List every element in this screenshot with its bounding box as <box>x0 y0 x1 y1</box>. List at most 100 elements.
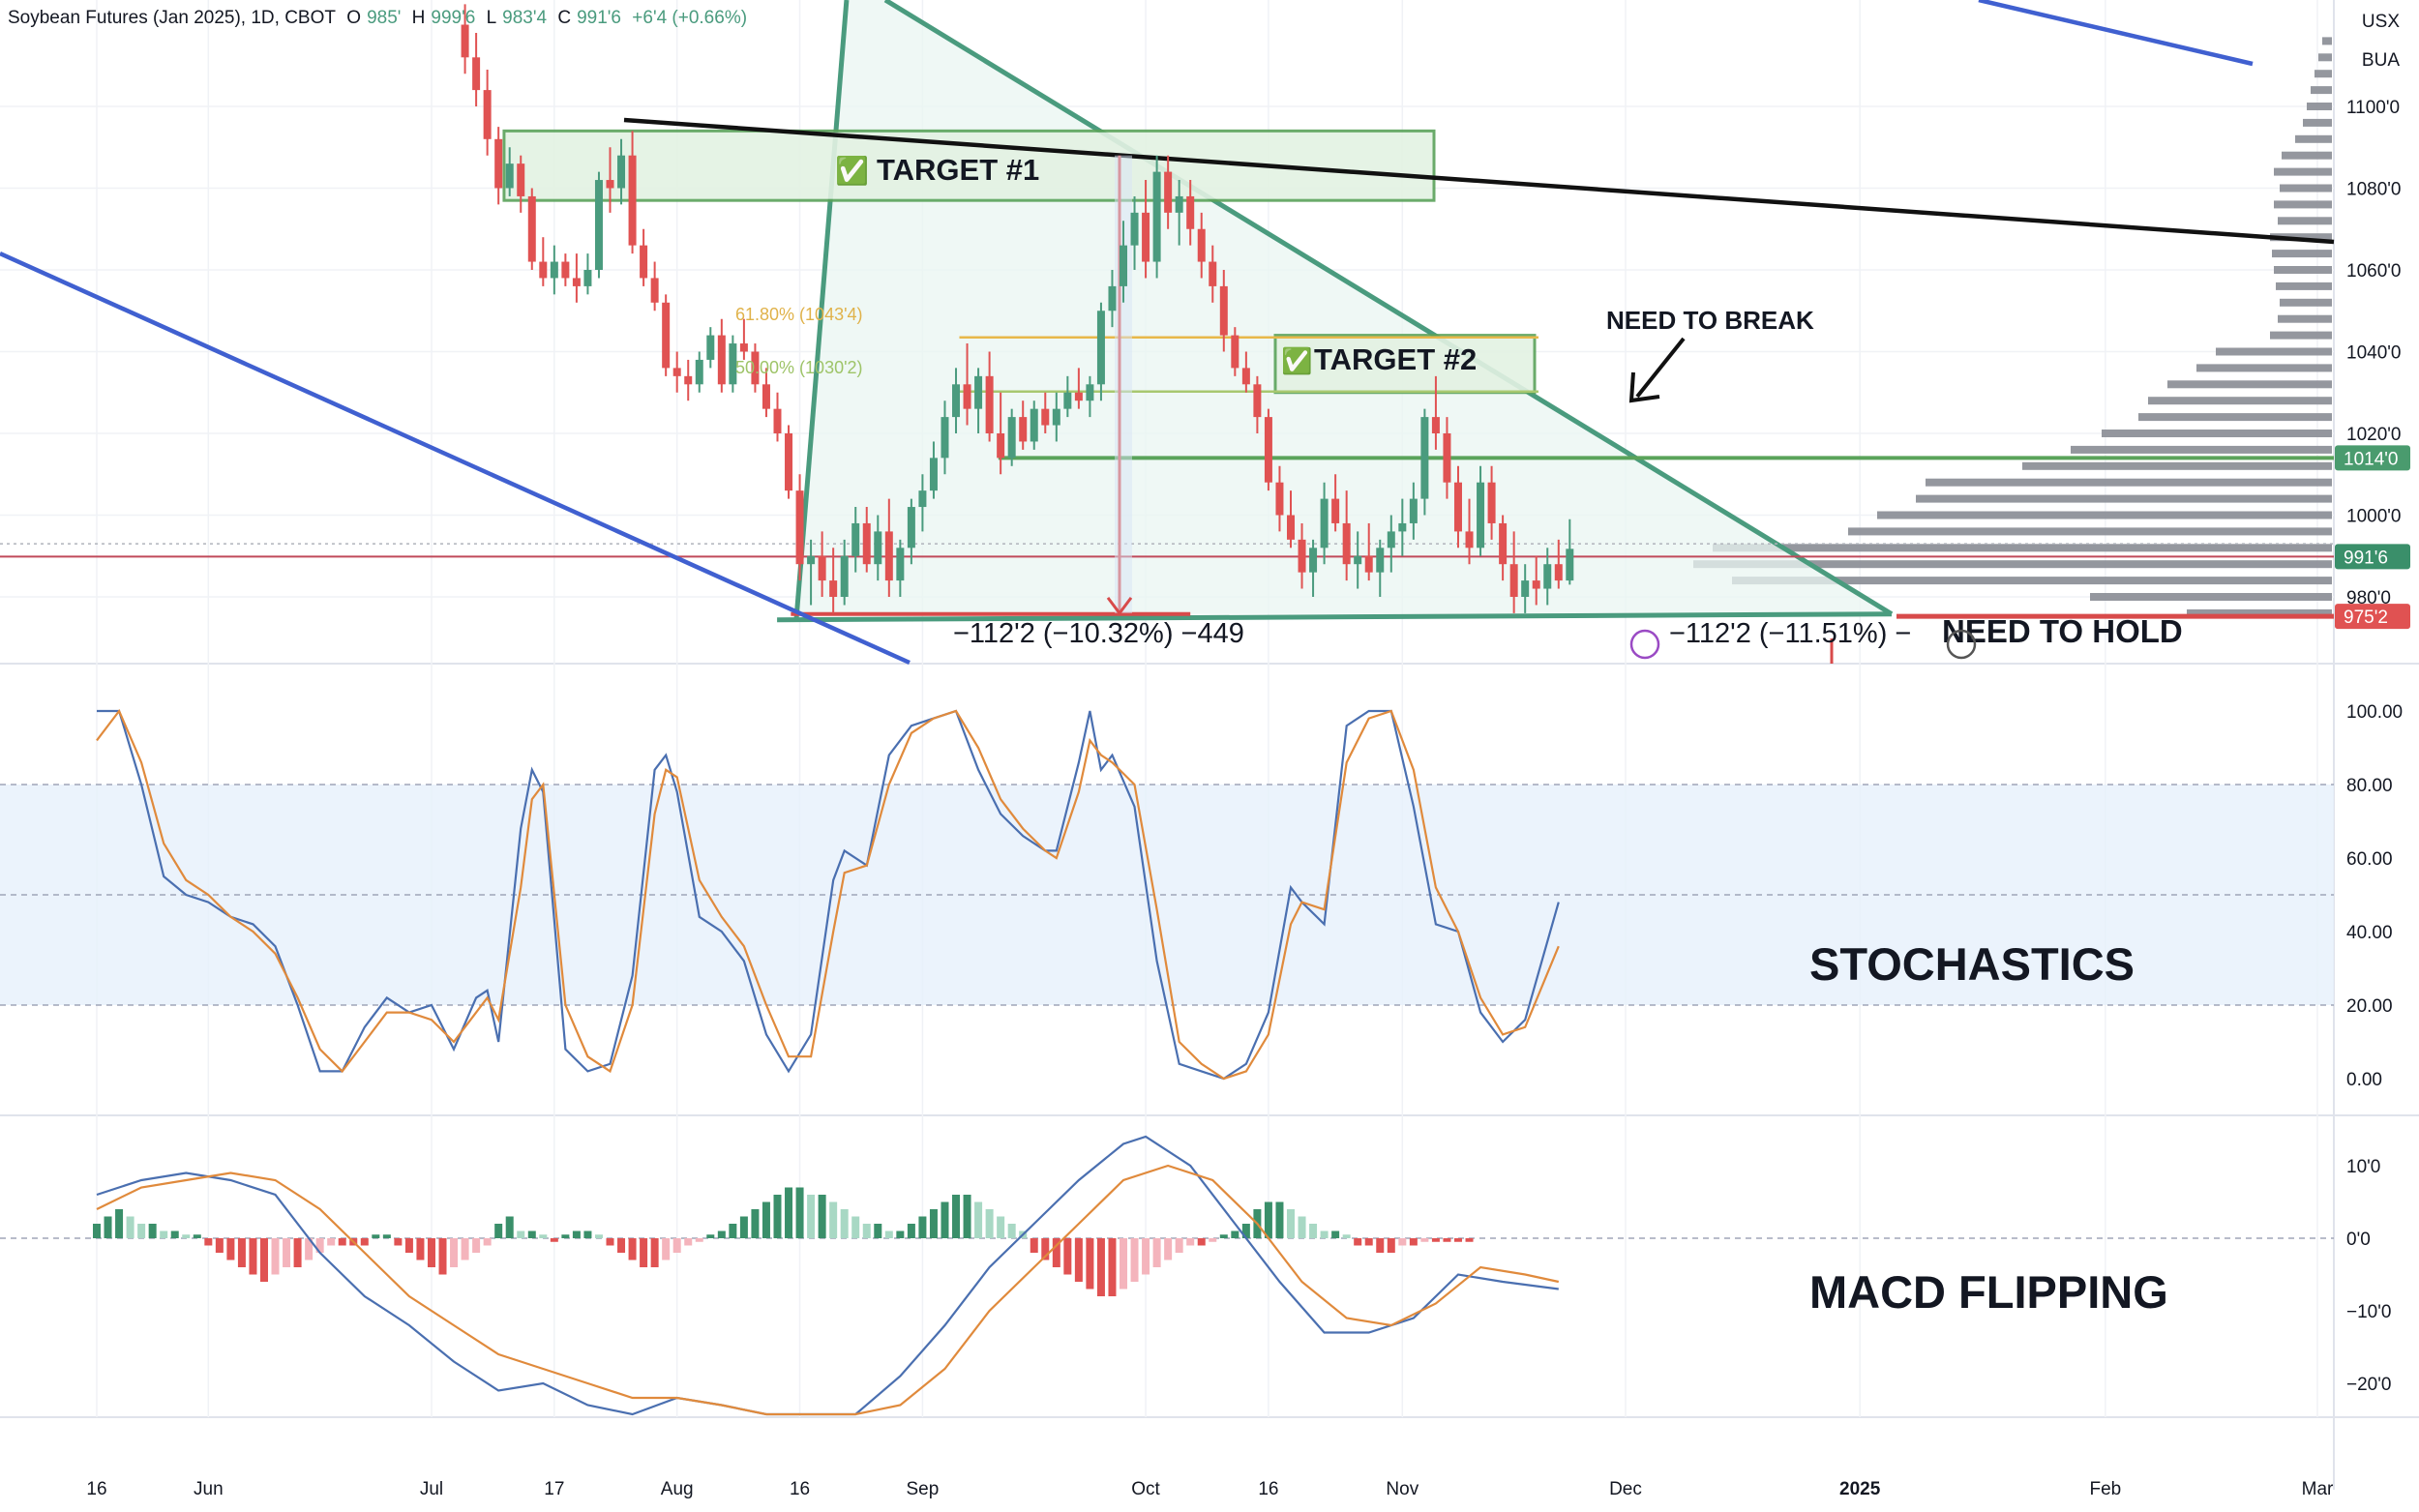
macd-histogram-bar <box>438 1238 447 1275</box>
time-tick-label: Feb <box>2090 1479 2122 1499</box>
macd-histogram-bar <box>1275 1201 1284 1238</box>
stoch-d-line <box>96 708 1560 1081</box>
candle-body <box>1453 482 1462 532</box>
currency-unit[interactable]: USX <box>2361 12 2400 32</box>
macd-histogram-bar <box>1241 1224 1250 1238</box>
volume-profile-bar <box>2216 347 2332 356</box>
macd-histogram-bar <box>594 1234 603 1238</box>
volume-profile-bar <box>2148 397 2332 405</box>
macd-histogram-bar <box>1120 1238 1128 1290</box>
candle-body <box>1387 531 1395 548</box>
volume-profile-bar <box>1926 478 2332 487</box>
need-to-hold-label: NEED TO HOLD <box>1942 613 2183 649</box>
volume-profile-bar <box>2276 282 2332 290</box>
candle-body <box>695 359 703 385</box>
candle-body <box>472 57 481 91</box>
candle-body <box>1186 195 1195 229</box>
candle-body <box>907 507 915 548</box>
macd-histogram-bar <box>148 1224 157 1238</box>
candle-body <box>818 555 826 581</box>
candle-body <box>561 261 570 279</box>
price-badge-bg <box>2335 604 2410 630</box>
candle-body <box>505 163 514 189</box>
blue-trendline-lower <box>0 251 911 666</box>
need-to-break-arrow <box>1635 337 1686 399</box>
candle-body <box>1487 482 1496 523</box>
candle-body <box>1275 482 1284 516</box>
macd-histogram-bar <box>1376 1238 1385 1253</box>
macd-histogram-bar <box>404 1238 413 1253</box>
candle-body <box>1030 408 1038 442</box>
macd-histogram-bar <box>315 1238 324 1253</box>
macd-histogram-bar <box>840 1209 849 1238</box>
time-tick-label: Sep <box>907 1479 940 1499</box>
macd-histogram-bar <box>170 1230 179 1238</box>
macd-histogram-bar <box>1342 1234 1351 1238</box>
candle-body <box>527 195 536 262</box>
change-value: +6'4 (+0.66%) <box>632 8 748 28</box>
volume-profile-bar <box>1732 577 2332 585</box>
macd-histogram-bar <box>93 1224 101 1238</box>
macd-tick-label: −20'0 <box>2346 1375 2391 1395</box>
candle-body <box>1175 195 1183 213</box>
hourglass-icon <box>1946 629 1977 660</box>
macd-histogram-bar <box>160 1230 168 1238</box>
volume-unit[interactable]: BUA <box>2361 50 2400 71</box>
macd-histogram-bar <box>874 1224 882 1238</box>
high-key: H <box>411 8 426 28</box>
open-key: O <box>346 8 362 28</box>
macd-histogram-bar <box>1152 1238 1161 1267</box>
close-key: C <box>557 8 572 28</box>
macd-histogram-bar <box>650 1238 659 1267</box>
candle-body <box>1543 564 1552 589</box>
high-value: 999'6 <box>431 8 476 28</box>
volume-profile-bar <box>2280 184 2332 193</box>
price-badge-label: 991'6 <box>2344 548 2388 568</box>
candle-body <box>1509 564 1518 597</box>
macd-histogram-bar <box>1453 1238 1462 1242</box>
macd-histogram-bar <box>807 1195 816 1238</box>
macd-histogram-bar <box>941 1201 949 1238</box>
macd-histogram-bar <box>1409 1238 1418 1246</box>
candle-body <box>795 490 804 565</box>
macd-histogram-bar <box>1264 1201 1272 1238</box>
macd-histogram-bar <box>1331 1230 1340 1238</box>
candle-body <box>706 335 715 360</box>
macd-histogram-bar <box>226 1238 235 1260</box>
measure2-label: −112'2 (−11.51%) − <box>1669 618 1911 649</box>
price-tick-label: 1060'0 <box>2346 261 2401 282</box>
candle-body <box>1342 522 1351 565</box>
macd-histogram-bar <box>739 1216 748 1238</box>
macd-histogram-bar <box>561 1234 570 1238</box>
candle-body <box>1253 384 1262 418</box>
stoch-tick-label: 40.00 <box>2346 923 2393 943</box>
macd-histogram-bar <box>1219 1234 1228 1238</box>
candle-body <box>1431 417 1440 433</box>
candle-body <box>1409 498 1418 523</box>
black-trendline <box>623 117 2335 245</box>
candle-body <box>773 408 782 433</box>
candle-body <box>862 522 871 565</box>
candle-body <box>1354 555 1362 565</box>
volume-profile-bar <box>2280 298 2332 307</box>
macd-histogram-bar <box>1086 1238 1094 1290</box>
stoch-k-line <box>97 709 1560 1081</box>
candle-body <box>874 531 882 565</box>
volume-profile-bar <box>2318 53 2332 62</box>
target2-check-icon: ✅ <box>1281 346 1312 375</box>
macd-histogram-bar <box>550 1238 558 1242</box>
candle-body <box>952 384 961 418</box>
time-tick-label: 16 <box>1258 1479 1278 1499</box>
time-tick-label: Nov <box>1386 1479 1419 1499</box>
candle-body <box>1142 212 1150 262</box>
macd-histogram-bar <box>929 1209 938 1238</box>
macd-histogram-bar <box>1443 1238 1451 1242</box>
candle-body <box>941 417 949 459</box>
macd-histogram-bar <box>1298 1216 1306 1238</box>
macd-histogram-bar <box>483 1238 492 1246</box>
candle-body <box>717 335 726 385</box>
candle-body <box>1532 580 1540 589</box>
blue-trendline-upper <box>1978 0 2254 67</box>
